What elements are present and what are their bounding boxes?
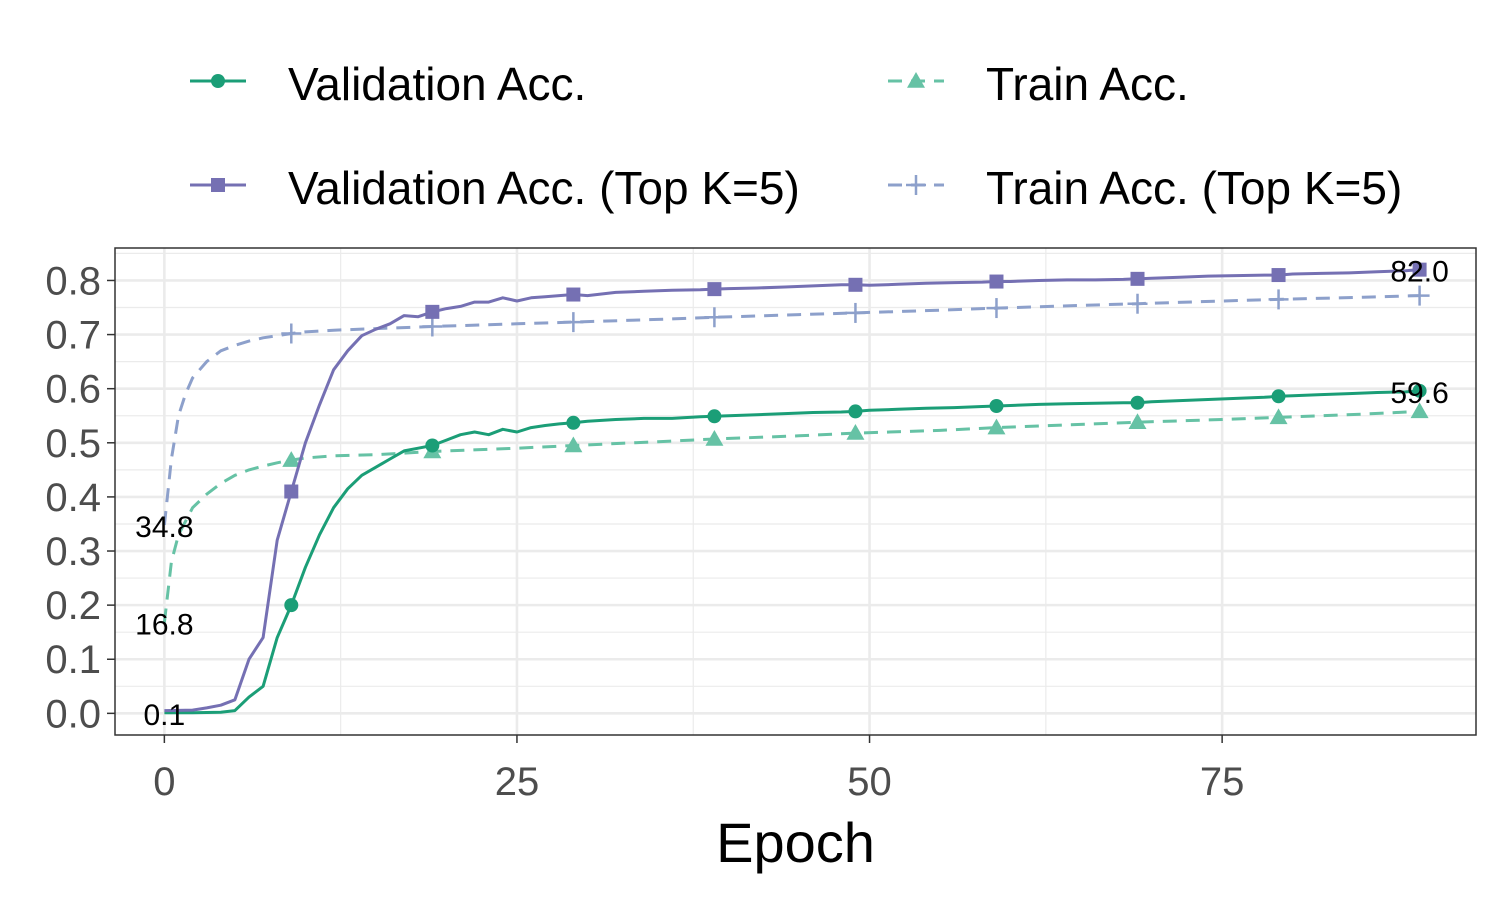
data-label: 34.8 <box>135 511 193 544</box>
data-label: 59.6 <box>1390 377 1448 410</box>
data-point <box>1412 383 1427 398</box>
y-tick-label: 0.4 <box>45 476 101 520</box>
data-label: 0.1 <box>144 699 186 732</box>
data-label: 16.8 <box>135 608 193 641</box>
data-point <box>987 418 1006 435</box>
data-point <box>425 304 440 319</box>
data-point <box>1130 395 1145 410</box>
data-label: 82.0 <box>1390 256 1448 289</box>
y-tick-label: 0.2 <box>45 584 101 628</box>
data-point <box>707 409 722 424</box>
axes: 0.0 0.1 0.2 0.3 0.4 0.5 0.6 0.7 0.8 0 25 50 75 <box>45 259 1244 804</box>
data-point <box>564 436 583 453</box>
data-point <box>563 312 584 333</box>
data-point <box>282 451 301 467</box>
y-tick-label: 0.6 <box>45 368 101 412</box>
grid <box>115 248 1476 735</box>
legend-label: Train Acc. (Top K=5) <box>986 162 1402 214</box>
panel-border <box>114 247 1477 736</box>
legend-item: Validation Acc. (Top K=5) <box>190 162 800 214</box>
data-point <box>425 438 440 453</box>
y-tick-label: 0.5 <box>45 422 101 466</box>
data-point <box>1130 271 1145 286</box>
legend-key-marker <box>211 178 225 192</box>
legend-item: Train Acc. (Top K=5) <box>888 162 1402 214</box>
y-tick-label: 0.0 <box>45 692 101 736</box>
data-point <box>281 323 302 344</box>
y-tick-label: 0.7 <box>45 314 101 358</box>
series-layer <box>162 262 1430 715</box>
y-tick-label: 0.1 <box>45 638 101 682</box>
legend-item: Train Acc. <box>888 58 1189 110</box>
legend-key-marker <box>211 74 225 88</box>
legend-label: Validation Acc. <box>288 58 586 110</box>
x-tick-label: 25 <box>495 760 540 804</box>
plot-area: 34.8 16.8 0.1 82.0 59.6 <box>114 247 1477 736</box>
x-tick-label: 0 <box>153 760 175 804</box>
data-point <box>989 399 1004 414</box>
data-point <box>1127 293 1148 314</box>
legend-item: Validation Acc. <box>190 58 586 110</box>
legend-label: Validation Acc. (Top K=5) <box>288 162 800 214</box>
data-point <box>1268 289 1289 310</box>
data-point <box>1271 268 1286 283</box>
data-point <box>845 302 866 323</box>
annotation-layer: 34.8 16.8 0.1 82.0 59.6 <box>135 256 1449 732</box>
data-point <box>848 404 863 419</box>
x-axis-title: Epoch <box>716 811 875 874</box>
data-point <box>566 415 581 430</box>
y-tick-label: 0.8 <box>45 259 101 303</box>
data-point <box>989 274 1004 289</box>
series-line <box>164 389 1420 715</box>
x-tick-label: 50 <box>847 760 892 804</box>
data-point <box>284 484 299 499</box>
data-point <box>1128 413 1147 429</box>
legend-key-marker <box>907 72 925 88</box>
data-point <box>707 282 722 297</box>
data-point <box>1412 262 1427 277</box>
x-tick-label: 75 <box>1200 760 1245 804</box>
series-line <box>162 294 1420 526</box>
data-point <box>986 298 1007 319</box>
data-point <box>846 424 865 440</box>
legend: Validation Acc. Train Acc. Validation Acc.… <box>190 58 1402 214</box>
data-point <box>705 430 724 446</box>
data-point <box>1269 408 1288 425</box>
series-validation-acc-top-k-5 <box>164 262 1427 713</box>
y-tick-label: 0.3 <box>45 530 101 574</box>
legend-label: Train Acc. <box>986 58 1189 110</box>
series-line <box>164 268 1420 713</box>
series-train-acc-top-k-5 <box>162 285 1430 526</box>
data-point <box>566 287 581 302</box>
data-point <box>1410 402 1429 419</box>
data-point <box>1409 285 1430 306</box>
series-validation-acc <box>164 383 1427 715</box>
legend-key-marker <box>906 175 926 195</box>
data-point <box>284 598 299 613</box>
data-point <box>848 277 863 292</box>
data-point <box>1271 389 1286 404</box>
panel-background <box>115 248 1476 735</box>
data-point <box>422 316 443 337</box>
data-point <box>704 307 725 328</box>
